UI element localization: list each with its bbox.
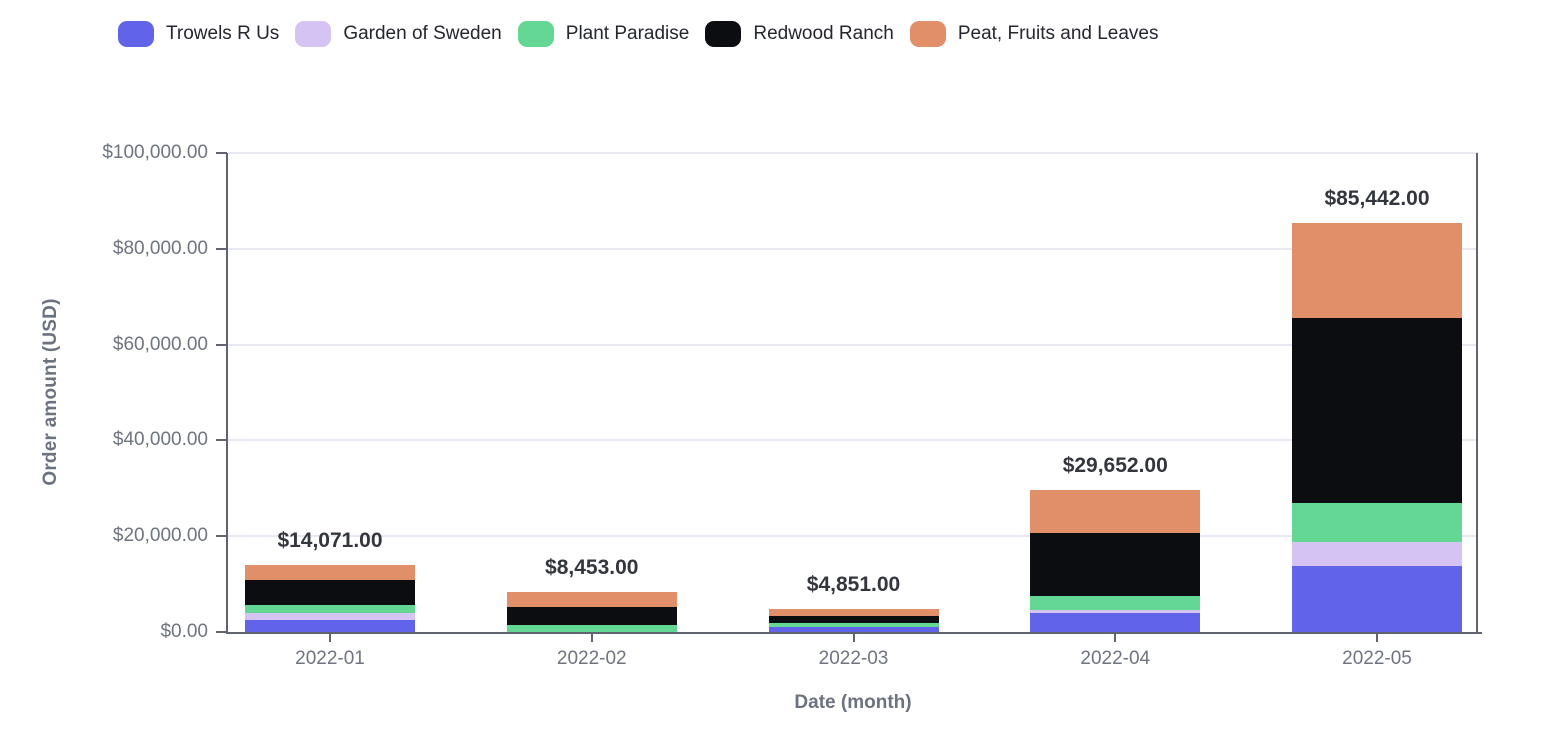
bar-segment-plant-paradise[interactable] — [768, 622, 939, 628]
legend-item-plant-paradise[interactable]: Plant Paradise — [517, 21, 690, 47]
y-tick-mark — [216, 535, 227, 538]
bar-2022-04 — [1030, 490, 1201, 632]
bar-segment-trowels-r-us[interactable] — [1030, 612, 1201, 632]
legend-swatch-icon — [295, 21, 332, 47]
bar-segment-peat-fruits-and-leaves[interactable] — [1292, 222, 1462, 319]
x-tick-mark — [590, 634, 593, 642]
bar-segment-garden-of-sweden[interactable] — [245, 612, 415, 621]
bar-total-label: $85,442.00 — [1324, 186, 1430, 210]
legend-label: Garden of Sweden — [343, 23, 502, 44]
bar-segment-garden-of-sweden[interactable] — [1292, 541, 1462, 566]
legend-label: Plant Paradise — [565, 23, 690, 44]
y-tick-label: $100,000.00 — [102, 142, 208, 163]
bar-total-label: $4,851.00 — [806, 572, 901, 596]
x-tick-mark — [1376, 634, 1378, 642]
y-tick-mark — [216, 631, 227, 633]
bar-segment-redwood-ranch[interactable] — [506, 607, 677, 626]
x-tick-mark — [329, 634, 331, 642]
x-tick-label-2022-01: 2022-01 — [295, 648, 365, 669]
legend-swatch-icon — [909, 21, 946, 47]
x-tick-label-2022-03: 2022-03 — [818, 648, 889, 669]
bar-total-label: $14,071.00 — [277, 528, 383, 552]
bar-segment-redwood-ranch[interactable] — [1030, 532, 1201, 597]
legend-label: Peat, Fruits and Leaves — [957, 23, 1159, 44]
gridline — [228, 152, 1478, 154]
bar-total-label: $29,652.00 — [1062, 453, 1168, 477]
bar-segment-redwood-ranch[interactable] — [245, 579, 415, 606]
legend-swatch-icon — [118, 21, 154, 47]
x-tick-mark — [1114, 634, 1117, 642]
y-tick-mark — [216, 247, 227, 250]
gridline — [228, 535, 1478, 538]
bar-segment-redwood-ranch[interactable] — [1292, 318, 1462, 503]
bar-segment-plant-paradise[interactable] — [1030, 596, 1201, 611]
y-tick-label: $60,000.00 — [112, 333, 208, 355]
y-tick-label: $40,000.00 — [112, 429, 208, 451]
y-axis-title: Order amount (USD) — [40, 298, 61, 486]
bar-segment-peat-fruits-and-leaves[interactable] — [1030, 490, 1201, 533]
legend-swatch-icon — [517, 21, 554, 47]
bar-2022-01 — [245, 564, 415, 632]
bar-segment-trowels-r-us[interactable] — [245, 620, 415, 632]
bar-segment-trowels-r-us[interactable] — [768, 627, 939, 632]
legend-label: Trowels R Us — [166, 23, 280, 44]
legend-item-peat-fruits-and-leaves[interactable]: Peat, Fruits and Leaves — [909, 21, 1159, 47]
legend-label: Redwood Ranch — [753, 23, 894, 44]
legend-item-redwood-ranch[interactable]: Redwood Ranch — [705, 21, 894, 47]
plot-right-border — [1476, 153, 1478, 632]
y-tick-mark — [216, 343, 227, 346]
y-axis-line — [226, 153, 228, 634]
bar-2022-05 — [1292, 222, 1462, 632]
bar-total-label: $8,453.00 — [545, 555, 639, 579]
bar-segment-peat-fruits-and-leaves[interactable] — [768, 608, 939, 617]
bar-segment-garden-of-sweden[interactable] — [1030, 610, 1201, 613]
bar-2022-02 — [506, 591, 677, 632]
x-axis-line — [226, 632, 1482, 634]
y-tick-mark — [216, 152, 227, 154]
bar-segment-plant-paradise[interactable] — [1292, 502, 1462, 542]
gridline — [228, 247, 1478, 250]
x-tick-label-2022-04: 2022-04 — [1080, 648, 1151, 669]
x-tick-label-2022-05: 2022-05 — [1342, 648, 1412, 669]
bar-segment-peat-fruits-and-leaves[interactable] — [506, 591, 677, 608]
x-tick-label-2022-02: 2022-02 — [556, 648, 627, 669]
x-axis-title: Date (month) — [794, 692, 912, 713]
y-tick-mark — [216, 439, 227, 442]
bar-segment-redwood-ranch[interactable] — [768, 616, 939, 623]
plot-area — [228, 152, 1478, 632]
legend-swatch-icon — [705, 21, 742, 47]
bar-segment-peat-fruits-and-leaves[interactable] — [245, 564, 415, 580]
bar-segment-plant-paradise[interactable] — [245, 605, 415, 613]
y-tick-label: $20,000.00 — [112, 525, 208, 547]
y-tick-label: $80,000.00 — [112, 237, 208, 259]
gridline — [228, 439, 1478, 442]
y-tick-label: $0.00 — [160, 621, 208, 642]
x-tick-mark — [852, 634, 855, 642]
bar-2022-03 — [768, 608, 939, 632]
legend-item-garden-of-sweden[interactable]: Garden of Sweden — [295, 21, 502, 47]
gridline — [228, 343, 1478, 346]
bar-segment-plant-paradise[interactable] — [506, 625, 677, 632]
legend: Trowels R Us Garden of Sweden Plant Paradi… — [118, 21, 1159, 47]
bar-segment-trowels-r-us[interactable] — [1292, 565, 1462, 632]
legend-item-trowels-r-us[interactable]: Trowels R Us — [118, 21, 279, 47]
